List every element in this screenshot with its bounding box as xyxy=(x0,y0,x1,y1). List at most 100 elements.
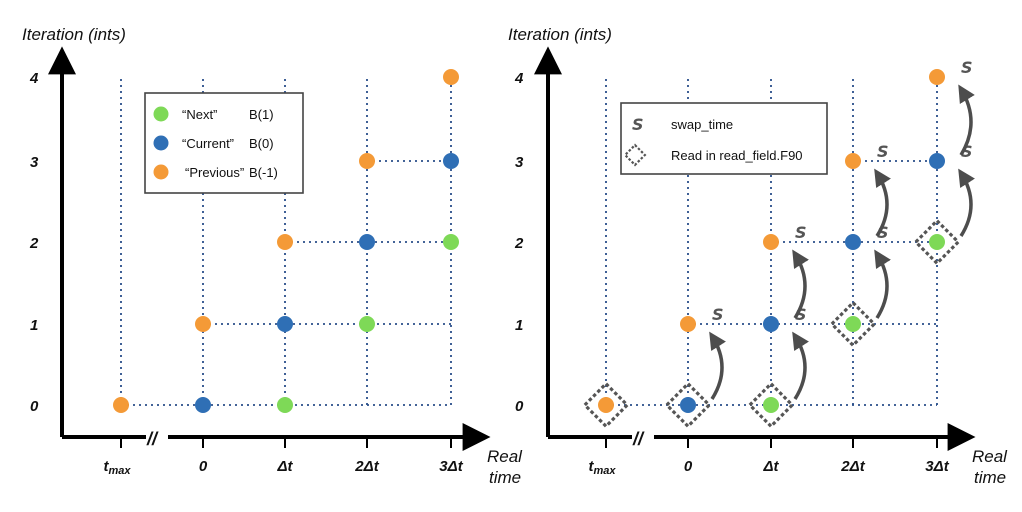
point-previous xyxy=(598,397,614,413)
legend-next-code: B(1) xyxy=(249,107,274,122)
point-previous xyxy=(443,69,459,85)
legend-previous-marker xyxy=(153,164,169,180)
y-tick-label: 3 xyxy=(515,154,524,171)
right-swap-arrows: S S S S S S S xyxy=(709,58,975,400)
legend-current-marker xyxy=(153,135,169,151)
swap-s-label: S xyxy=(877,223,889,242)
right-read-in-markers xyxy=(582,218,961,429)
left-y-axis-title: Iteration (ints) xyxy=(22,25,126,44)
x-tick-label: 0 xyxy=(199,458,208,475)
point-next xyxy=(277,397,293,413)
x-tick-subscript: max xyxy=(108,465,131,477)
point-current xyxy=(845,234,861,250)
read-in-diamond xyxy=(582,381,630,429)
swap-arrow xyxy=(792,331,809,400)
point-current xyxy=(443,153,459,169)
y-tick-label: 1 xyxy=(515,317,523,334)
legend-swap-label: swap_time xyxy=(671,117,733,132)
left-grid xyxy=(120,77,452,406)
swap-arrow xyxy=(958,168,975,237)
x-tick-label: Δt xyxy=(762,458,779,475)
read-in-diamond xyxy=(664,381,712,429)
left-points xyxy=(113,69,459,413)
point-current xyxy=(929,153,945,169)
legend-swap-symbol: S xyxy=(632,115,644,134)
left-y-ticks: 0 1 2 3 4 xyxy=(29,70,39,415)
point-previous xyxy=(113,397,129,413)
point-previous xyxy=(195,316,211,332)
right-points xyxy=(598,69,945,413)
point-current xyxy=(763,316,779,332)
left-legend: “Next” B(1) “Current” B(0) “Previous” B(… xyxy=(144,92,304,194)
swap-arrow xyxy=(709,331,726,400)
point-previous xyxy=(929,69,945,85)
point-current xyxy=(277,316,293,332)
point-current xyxy=(680,397,696,413)
point-next xyxy=(763,397,779,413)
left-legend-box xyxy=(144,92,304,194)
left-x-axis-title-line1: Real xyxy=(487,447,523,466)
legend-next-label: “Next” xyxy=(182,107,217,122)
left-x-ticks: tmax 0 Δt 2Δt 3Δt xyxy=(103,437,464,477)
read-in-diamond xyxy=(829,300,877,348)
x-tick-label: 0 xyxy=(684,458,693,475)
y-tick-label: 0 xyxy=(30,398,39,415)
left-break-gap xyxy=(146,426,168,446)
x-tick-label: Δt xyxy=(276,458,293,475)
point-next xyxy=(845,316,861,332)
legend-previous-code: B(-1) xyxy=(249,165,278,180)
x-tick-label: 3Δt xyxy=(925,458,949,475)
point-previous xyxy=(845,153,861,169)
point-previous xyxy=(680,316,696,332)
swap-s-label: S xyxy=(712,305,724,324)
y-tick-label: 2 xyxy=(29,235,39,252)
legend-read-label: Read in read_field.F90 xyxy=(671,148,803,163)
point-current xyxy=(359,234,375,250)
point-current xyxy=(195,397,211,413)
legend-read-diamond xyxy=(623,143,647,167)
x-tick-label: 2Δt xyxy=(840,458,865,475)
left-x-axis-title-line2: time xyxy=(489,468,521,487)
swap-s-label: S xyxy=(795,305,807,324)
swap-arrow xyxy=(792,249,809,319)
legend-previous-label: “Previous” xyxy=(185,165,244,180)
legend-next-marker xyxy=(153,106,169,122)
right-panel: // Iteration (ints) Real time 0 1 2 3 4 tmax… xyxy=(508,25,1008,487)
left-break-mark: // xyxy=(146,429,159,449)
point-next xyxy=(929,234,945,250)
point-next xyxy=(359,316,375,332)
right-y-ticks: 0 1 2 3 4 xyxy=(514,70,524,415)
x-tick-subscript: max xyxy=(593,465,616,477)
y-tick-label: 4 xyxy=(29,70,39,87)
y-tick-label: 2 xyxy=(514,235,524,252)
x-tick-label: 3Δt xyxy=(439,458,463,475)
point-next xyxy=(443,234,459,250)
point-previous xyxy=(359,153,375,169)
swap-s-label: S xyxy=(961,58,973,77)
y-tick-label: 3 xyxy=(30,154,39,171)
x-tick-label: 2Δt xyxy=(354,458,379,475)
x-tick-label: tmax xyxy=(588,458,616,477)
point-previous xyxy=(763,234,779,250)
y-tick-label: 1 xyxy=(30,317,38,334)
read-in-diamond xyxy=(913,218,961,266)
swap-s-label: S xyxy=(877,142,889,161)
point-previous xyxy=(277,234,293,250)
y-tick-label: 4 xyxy=(514,70,524,87)
legend-current-code: B(0) xyxy=(249,136,274,151)
right-grid xyxy=(605,77,938,406)
swap-arrow xyxy=(874,249,891,319)
swap-s-label: S xyxy=(795,223,807,242)
y-tick-label: 0 xyxy=(515,398,524,415)
read-in-diamond xyxy=(747,381,795,429)
right-x-axis-title-line2: time xyxy=(974,468,1006,487)
x-tick-label: tmax xyxy=(103,458,131,477)
right-legend: S swap_time Read in read_field.F90 xyxy=(620,102,828,175)
right-x-axis-title-line1: Real xyxy=(972,447,1008,466)
swap-s-label: S xyxy=(961,142,973,161)
legend-current-label: “Current” xyxy=(182,136,234,151)
swap-arrow xyxy=(874,168,891,237)
right-break-mark: // xyxy=(632,429,645,449)
swap-arrow xyxy=(958,84,975,156)
